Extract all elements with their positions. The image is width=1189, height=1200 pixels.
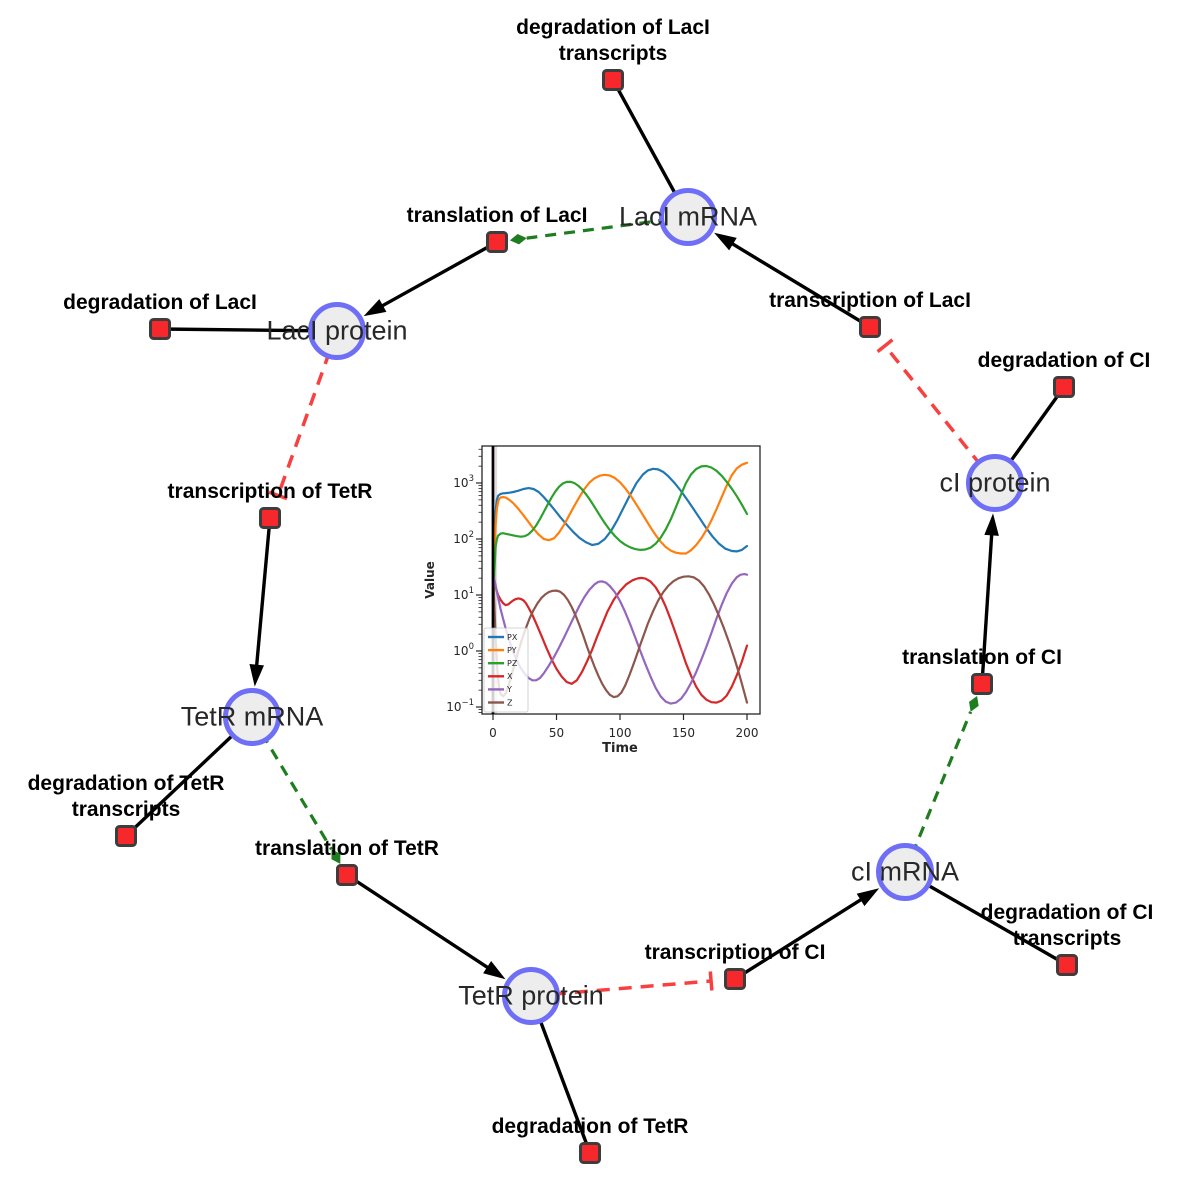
species-ci-protein[interactable] bbox=[966, 454, 1024, 512]
reaction-translation-ci[interactable] bbox=[970, 672, 993, 695]
arrowhead bbox=[483, 961, 506, 980]
edge-translation-laci-laci-protein bbox=[363, 240, 498, 317]
edge-transcription-tetr-tetr-mrna bbox=[249, 517, 272, 687]
edge-deg-laci-laci-protein bbox=[159, 327, 338, 333]
x-axis-label: Time bbox=[602, 741, 638, 756]
reaction-translation-laci[interactable] bbox=[485, 230, 508, 253]
series-PX-line bbox=[491, 467, 749, 653]
series-PZ-line bbox=[491, 464, 749, 653]
edge-ci-mrna-deg-ci-transcripts bbox=[904, 870, 1068, 967]
reaction-translation-tetr[interactable] bbox=[335, 863, 358, 886]
legend-label-Z: Z bbox=[507, 698, 513, 707]
modifier-diamond bbox=[331, 849, 341, 864]
x-tick-label: 0 bbox=[489, 726, 497, 740]
inhibition-tbar bbox=[708, 971, 714, 991]
reaction-deg-laci-transcripts[interactable] bbox=[601, 68, 624, 91]
legend: PX PY PZ XYZ bbox=[483, 627, 529, 713]
series-PY-line bbox=[491, 461, 749, 653]
y-tick-label: 102 bbox=[453, 530, 474, 546]
y-tick-label: 103 bbox=[453, 474, 474, 490]
edge-translation-ci-ci-protein bbox=[980, 513, 999, 685]
inhibition-tbar bbox=[876, 338, 894, 354]
reaction-deg-ci-transcripts[interactable] bbox=[1055, 953, 1078, 976]
x-tick-label: 150 bbox=[672, 726, 695, 740]
legend-label-PZ: PZ bbox=[507, 659, 518, 668]
reaction-transcription-laci[interactable] bbox=[858, 315, 881, 338]
species-ci-mrna[interactable] bbox=[876, 843, 934, 901]
legend-label-PX: PX bbox=[507, 633, 518, 642]
reaction-transcription-ci[interactable] bbox=[723, 967, 746, 990]
reaction-deg-laci[interactable] bbox=[148, 317, 171, 340]
y-axis-label: Value bbox=[423, 561, 437, 599]
species-laci-protein[interactable] bbox=[308, 302, 366, 360]
species-tetr-protein[interactable] bbox=[502, 967, 560, 1025]
legend-label-PY: PY bbox=[507, 646, 517, 655]
arrowhead bbox=[363, 299, 387, 317]
reaction-deg-tetr[interactable] bbox=[578, 1141, 601, 1164]
x-tick-label: 100 bbox=[609, 726, 632, 740]
y-tick-label: 10−1 bbox=[446, 698, 474, 714]
arrowhead bbox=[984, 513, 999, 536]
reaction-transcription-tetr[interactable] bbox=[258, 506, 281, 529]
y-tick-label: 100 bbox=[453, 642, 474, 658]
edge-transcription-ci-ci-mrna bbox=[734, 888, 880, 981]
legend-box bbox=[483, 627, 529, 713]
edge-tetr-protein-transcription-ci bbox=[530, 971, 714, 998]
x-tick-label: 50 bbox=[549, 726, 564, 740]
reaction-deg-tetr-transcripts[interactable] bbox=[114, 824, 137, 847]
reaction-deg-ci[interactable] bbox=[1052, 375, 1075, 398]
arrowhead bbox=[856, 888, 880, 907]
series-X-line bbox=[491, 575, 749, 704]
modifier-diamond bbox=[509, 234, 527, 245]
legend-label-Y: Y bbox=[506, 685, 512, 694]
chart-frame bbox=[481, 445, 761, 715]
y-tick-label: 101 bbox=[453, 586, 474, 602]
arrowhead bbox=[714, 232, 737, 251]
species-laci-mrna[interactable] bbox=[659, 188, 717, 246]
edge-translation-tetr-tetr-protein bbox=[346, 873, 506, 980]
modifier-diamond bbox=[969, 696, 979, 712]
x-tick-label: 200 bbox=[736, 726, 759, 740]
edge-transcription-laci-laci-mrna bbox=[714, 232, 871, 329]
species-tetr-mrna[interactable] bbox=[223, 688, 281, 746]
legend-label-X: X bbox=[507, 672, 513, 681]
inhibition-tbar bbox=[268, 490, 288, 501]
arrowhead bbox=[249, 664, 264, 687]
